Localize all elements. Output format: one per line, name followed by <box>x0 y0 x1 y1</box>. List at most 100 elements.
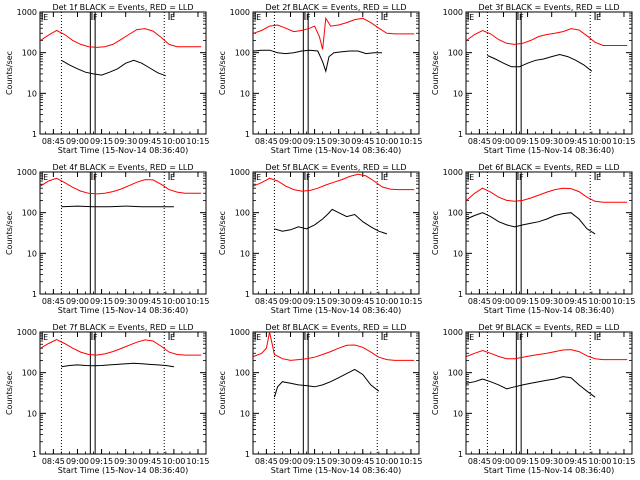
y-tick-label: 100 <box>448 369 463 378</box>
panel-title: Det 6f BLACK = Events, RED = LLD <box>478 163 619 172</box>
x-tick-label: 09:00 <box>279 457 302 466</box>
x-axis-label: Start Time (15-Nov-14 08:36:40) <box>271 466 401 475</box>
y-tick-label: 10 <box>27 89 37 98</box>
marker-label: E <box>596 333 601 342</box>
x-tick-label: 08:45 <box>468 297 491 306</box>
x-axis-label: Start Time (15-Nov-14 08:36:40) <box>271 146 401 155</box>
x-tick-label: 10:00 <box>162 137 185 146</box>
y-tick-label: 1000 <box>230 168 250 177</box>
x-tick-label: 09:15 <box>90 457 113 466</box>
x-tick-label: 09:45 <box>351 297 374 306</box>
y-axis-label: Counts/sec <box>5 371 14 415</box>
y-tick-label: 1000 <box>443 8 463 17</box>
series-lld-line <box>253 331 415 361</box>
x-tick-label: 09:30 <box>540 457 563 466</box>
series-events-line <box>61 59 166 77</box>
x-axis-label: Start Time (15-Nov-14 08:36:40) <box>58 146 188 155</box>
y-tick-label: 100 <box>448 49 463 58</box>
x-tick-label: 09:45 <box>138 457 161 466</box>
x-tick-label: 09:15 <box>90 297 113 306</box>
y-tick-label: 1 <box>245 290 250 299</box>
marker-label: E <box>469 13 474 22</box>
panel-det-4: Det 4f BLACK = Events, RED = LLD 1 10 100 10… <box>5 163 209 315</box>
plot-frame <box>252 171 420 295</box>
panel-det-2: Det 2f BLACK = Events, RED = LLD 1 10 100 10… <box>218 3 422 155</box>
plot-frame <box>39 331 207 455</box>
y-axis-label: Counts/sec <box>5 211 14 255</box>
marker-label: F <box>306 173 311 182</box>
marker-label: E <box>256 173 261 182</box>
panel-title: Det 8f BLACK = Events, RED = LLD <box>265 323 406 332</box>
marker-label: F <box>306 333 311 342</box>
x-tick-label: 09:30 <box>327 297 350 306</box>
x-tick-label: 08:45 <box>255 457 278 466</box>
y-tick-label: 1 <box>245 450 250 459</box>
y-tick-label: 10 <box>27 409 37 418</box>
y-tick-label: 1000 <box>443 168 463 177</box>
y-tick-label: 1000 <box>17 8 37 17</box>
panel-det-8: Det 8f BLACK = Events, RED = LLD 1 10 100 10… <box>218 323 422 475</box>
marker-label: E <box>469 333 474 342</box>
marker-label: E <box>256 333 261 342</box>
series-events-line <box>253 49 383 74</box>
y-tick-label: 1 <box>458 130 463 139</box>
series-events-line <box>61 362 174 368</box>
x-tick-label: 09:00 <box>66 457 89 466</box>
x-tick-label: 10:00 <box>588 137 611 146</box>
x-tick-label: 09:30 <box>114 137 137 146</box>
panel-det-1: Det 1f BLACK = Events, RED = LLD 1 10 100 10… <box>5 3 209 155</box>
x-tick-label: 09:15 <box>90 137 113 146</box>
x-axis-label: Start Time (15-Nov-14 08:36:40) <box>271 306 401 315</box>
series-events-line <box>61 205 174 208</box>
y-tick-label: 10 <box>240 409 250 418</box>
x-tick-label: 10:00 <box>588 457 611 466</box>
marker-label: F <box>93 13 98 22</box>
x-tick-label: 08:45 <box>468 457 491 466</box>
y-axis-label: Counts/sec <box>218 211 227 255</box>
series-events-line <box>466 212 596 235</box>
x-axis-label: Start Time (15-Nov-14 08:36:40) <box>484 306 614 315</box>
x-tick-label: 09:15 <box>303 137 326 146</box>
series-lld-line <box>466 349 628 361</box>
series-lld-line <box>40 339 202 356</box>
x-tick-label: 10:00 <box>375 457 398 466</box>
y-tick-label: 1 <box>32 290 37 299</box>
panel-det-7: Det 7f BLACK = Events, RED = LLD 1 10 100 10… <box>5 323 209 475</box>
y-tick-label: 100 <box>22 369 37 378</box>
x-tick-label: 09:30 <box>540 297 563 306</box>
series-events-line <box>273 368 380 398</box>
series-lld-line <box>253 173 415 192</box>
x-tick-label: 08:45 <box>42 137 65 146</box>
y-tick-label: 1 <box>458 450 463 459</box>
y-tick-label: 10 <box>240 89 250 98</box>
plot-frame <box>465 171 633 295</box>
plot-frame <box>252 331 420 455</box>
x-tick-label: 09:15 <box>516 457 539 466</box>
x-axis-label: Start Time (15-Nov-14 08:36:40) <box>484 146 614 155</box>
x-tick-label: 09:00 <box>492 457 515 466</box>
plot-frame <box>39 171 207 295</box>
marker-label: E <box>170 173 175 182</box>
y-axis-label: Counts/sec <box>218 51 227 95</box>
panel-det-3: Det 3f BLACK = Events, RED = LLD 1 10 100 10… <box>431 3 635 155</box>
x-tick-label: 09:00 <box>492 297 515 306</box>
x-tick-label: 08:45 <box>255 137 278 146</box>
panel-det-9: Det 9f BLACK = Events, RED = LLD 1 10 100 10… <box>431 323 635 475</box>
marker-label: E <box>43 173 48 182</box>
x-tick-label: 09:00 <box>66 137 89 146</box>
x-tick-label: 10:00 <box>162 297 185 306</box>
series-lld-line <box>40 28 202 48</box>
y-tick-label: 1000 <box>17 328 37 337</box>
y-tick-label: 100 <box>22 209 37 218</box>
x-tick-label: 10:15 <box>399 137 422 146</box>
x-tick-label: 10:15 <box>612 457 635 466</box>
x-tick-label: 09:15 <box>516 297 539 306</box>
y-axis-label: Counts/sec <box>431 211 440 255</box>
y-tick-label: 1 <box>458 290 463 299</box>
x-tick-label: 09:00 <box>66 297 89 306</box>
plot-frame <box>252 11 420 135</box>
x-tick-label: 09:45 <box>138 137 161 146</box>
x-tick-label: 09:45 <box>351 137 374 146</box>
panel-det-6: Det 6f BLACK = Events, RED = LLD 1 10 100 10… <box>431 163 635 315</box>
x-tick-label: 08:45 <box>468 137 491 146</box>
